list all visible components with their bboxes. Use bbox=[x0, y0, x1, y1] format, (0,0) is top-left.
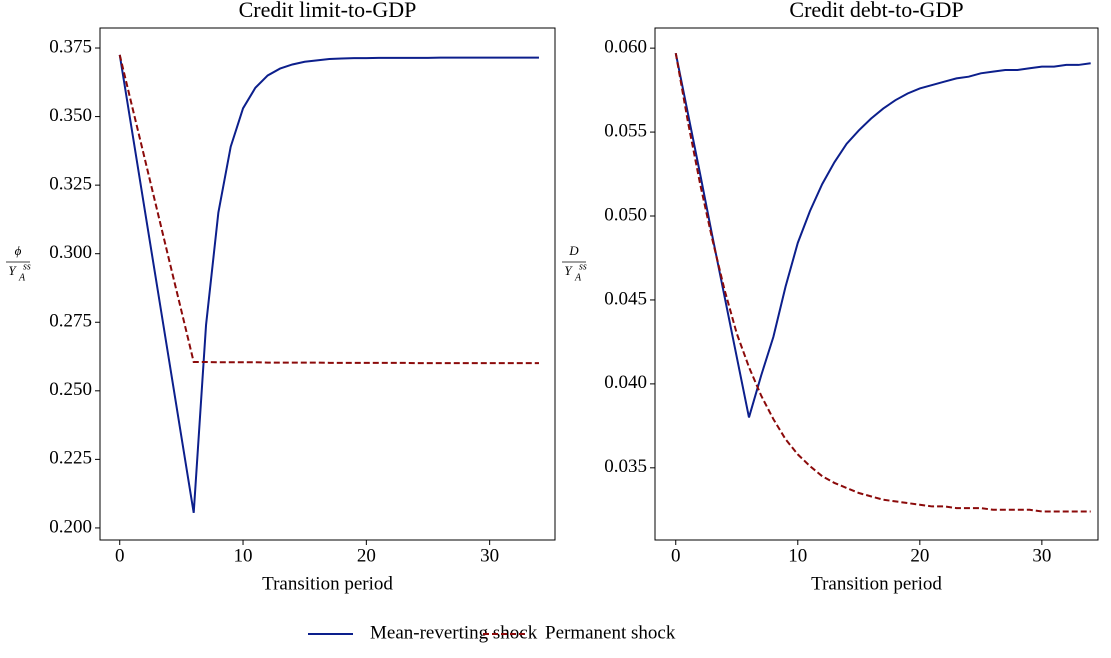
x-tick-label: 30 bbox=[480, 545, 499, 566]
x-axis-label: Transition period bbox=[811, 573, 942, 594]
y-label-sub: A bbox=[18, 272, 26, 283]
series-line bbox=[118, 54, 539, 514]
y-label-numerator: D bbox=[568, 243, 579, 258]
axes-frame bbox=[99, 27, 556, 541]
series-line bbox=[674, 52, 1091, 418]
y-tick-label: 0.275 bbox=[49, 311, 92, 332]
y-label-denominator: Y bbox=[564, 263, 573, 278]
y-tick-label: 0.225 bbox=[49, 448, 92, 469]
y-tick-label: 0.375 bbox=[49, 36, 92, 57]
y-label-sup: ss bbox=[23, 261, 31, 272]
y-label-denominator: Y bbox=[8, 263, 17, 278]
y-label-sub: A bbox=[574, 272, 582, 283]
y-label-sup: ss bbox=[579, 261, 587, 272]
y-tick-label: 0.250 bbox=[49, 379, 92, 400]
y-tick-label: 0.325 bbox=[49, 173, 92, 194]
y-tick-label: 0.060 bbox=[604, 37, 647, 58]
legend-label: Mean-reverting shock bbox=[370, 622, 538, 643]
x-tick-label: 0 bbox=[115, 545, 125, 566]
axes-frame bbox=[654, 27, 1099, 541]
y-tick-label: 0.035 bbox=[604, 456, 647, 477]
x-tick-label: 30 bbox=[1032, 545, 1051, 566]
chart-title: Credit limit-to-GDP bbox=[239, 0, 417, 22]
chart-title: Credit debt-to-GDP bbox=[789, 0, 963, 22]
y-tick-label: 0.200 bbox=[49, 516, 92, 537]
y-tick-label: 0.300 bbox=[49, 242, 92, 263]
x-tick-label: 20 bbox=[910, 545, 929, 566]
x-tick-label: 10 bbox=[234, 545, 253, 566]
x-tick-label: 20 bbox=[357, 545, 376, 566]
y-label-numerator: ϕ bbox=[15, 243, 22, 258]
series-line bbox=[118, 54, 539, 365]
x-tick-label: 10 bbox=[788, 545, 807, 566]
y-tick-label: 0.350 bbox=[49, 105, 92, 126]
x-axis-label: Transition period bbox=[262, 573, 393, 594]
y-tick-label: 0.045 bbox=[604, 288, 647, 309]
x-tick-label: 0 bbox=[671, 545, 681, 566]
series-line bbox=[674, 53, 1091, 513]
legend-label: Permanent shock bbox=[545, 622, 676, 643]
y-tick-label: 0.040 bbox=[604, 372, 647, 393]
y-tick-label: 0.050 bbox=[604, 204, 647, 225]
y-tick-label: 0.055 bbox=[604, 120, 647, 141]
